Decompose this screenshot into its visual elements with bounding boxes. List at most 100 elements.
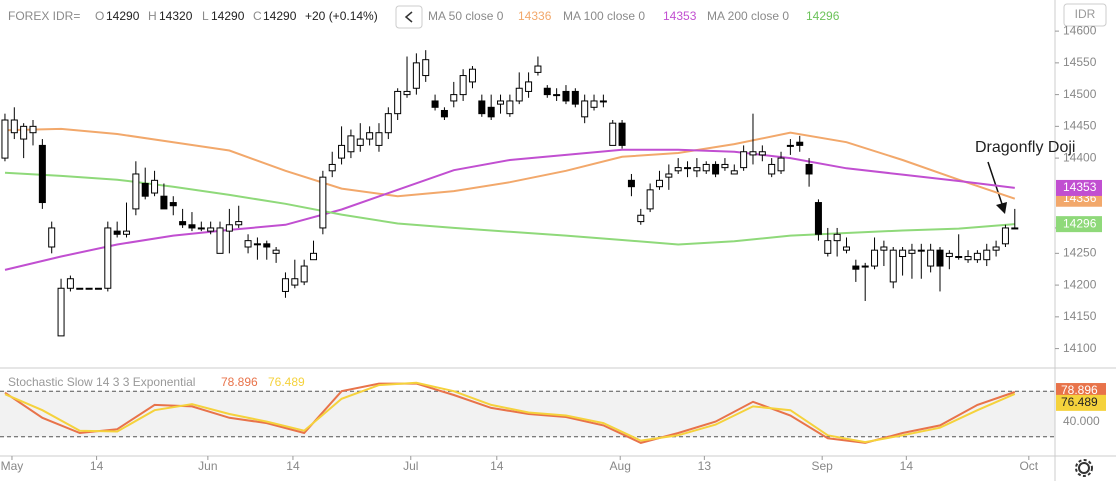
- candle: [777, 151, 785, 174]
- candle: [758, 145, 766, 162]
- candle-body: [459, 75, 467, 96]
- candle: [375, 123, 383, 152]
- x-tick-label: 13: [698, 459, 712, 473]
- currency: IDR: [1075, 7, 1096, 21]
- ma-legend-value: 14336: [518, 9, 552, 23]
- y-tick-label: 14400: [1063, 150, 1097, 164]
- o-label: O: [95, 9, 104, 23]
- candle: [768, 158, 776, 178]
- candle-body: [478, 100, 486, 115]
- candle: [1011, 208, 1019, 230]
- candle-body: [740, 151, 748, 169]
- ma-legend-value: 14296: [806, 9, 840, 23]
- candle: [684, 161, 692, 178]
- y-tick-label: 14450: [1063, 119, 1097, 133]
- candle-body: [57, 287, 65, 337]
- change: +20 (+0.14%): [305, 9, 378, 23]
- x-tick-label: Jul: [403, 459, 418, 473]
- x-tick-label: 14: [490, 459, 504, 473]
- candle-body: [207, 227, 215, 232]
- y-tick-label: 14100: [1063, 341, 1097, 355]
- candle-body: [861, 265, 869, 268]
- x-tick-label: Aug: [610, 459, 631, 473]
- candle: [571, 88, 579, 108]
- candle-body: [506, 100, 514, 115]
- candle-body: [908, 249, 916, 254]
- x-tick-label: Oct: [1019, 459, 1038, 473]
- candle: [693, 158, 701, 178]
- candle-body: [917, 249, 925, 252]
- candle: [917, 243, 925, 279]
- candle: [805, 158, 813, 187]
- candle-body: [38, 144, 46, 204]
- candle-body: [253, 243, 261, 246]
- collapse-button[interactable]: [395, 5, 423, 29]
- candle: [880, 240, 888, 267]
- stoch-tag-label: 78.896: [1061, 383, 1098, 397]
- candle: [852, 259, 860, 282]
- candle: [403, 56, 411, 98]
- candle-body: [992, 246, 1000, 251]
- candle: [338, 126, 346, 165]
- candle: [525, 72, 533, 98]
- candle-body: [609, 122, 617, 146]
- candle-body: [197, 227, 205, 230]
- candle-body: [721, 163, 729, 169]
- ma-line: [4, 127, 1016, 200]
- candle-body: [141, 183, 149, 197]
- x-tick-label: 14: [90, 459, 104, 473]
- stoch-title: Stochastic Slow 14 3 3 Exponential: [8, 375, 195, 389]
- x-tick-label: 14: [900, 459, 914, 473]
- candle-body: [899, 249, 907, 258]
- price-tag-label: 14353: [1063, 180, 1097, 194]
- ma-legend: MA 100 close 0: [563, 9, 645, 23]
- candle-body: [553, 94, 561, 97]
- candle: [281, 272, 289, 298]
- candle-body: [347, 135, 355, 153]
- candle: [169, 196, 177, 216]
- x-tick-label: Sep: [811, 459, 833, 473]
- settings-icon[interactable]: [1075, 459, 1093, 477]
- candle: [1, 113, 9, 162]
- candle-body: [188, 224, 196, 229]
- candle: [478, 94, 486, 117]
- candle-body: [179, 221, 187, 226]
- candle: [197, 221, 205, 232]
- candle: [506, 94, 514, 117]
- currency-button[interactable]: [1063, 3, 1107, 27]
- candle-body: [880, 246, 888, 251]
- candle: [310, 240, 318, 261]
- candle-body: [936, 249, 944, 267]
- candle: [450, 81, 458, 108]
- y-tick-label: 14550: [1063, 55, 1097, 69]
- candle: [861, 262, 869, 301]
- candle: [216, 221, 224, 254]
- candle: [207, 221, 215, 235]
- candle-body: [599, 100, 607, 103]
- candle: [57, 278, 65, 337]
- candle-body: [571, 90, 579, 105]
- candle-body: [422, 59, 430, 77]
- stoch-tick-label: 40.000: [1063, 414, 1100, 428]
- candle-body: [842, 246, 850, 251]
- y-tick-label: 14500: [1063, 87, 1097, 101]
- stoch-legend-value: 76.489: [268, 375, 305, 389]
- candle-body: [562, 90, 570, 102]
- candle: [431, 94, 439, 111]
- candle-body: [272, 249, 280, 254]
- candle: [562, 85, 570, 105]
- stoch-tag-label: 76.489: [1061, 395, 1098, 409]
- h-value: 14320: [159, 9, 193, 23]
- candle-body: [889, 249, 897, 283]
- candle-body: [964, 256, 972, 261]
- candle-body: [20, 125, 28, 140]
- candle-body: [852, 265, 860, 270]
- candle-body: [871, 249, 879, 267]
- candle-body: [132, 173, 140, 210]
- candle: [85, 287, 93, 290]
- candle: [543, 85, 551, 98]
- price-tag: [1056, 179, 1102, 196]
- candle: [964, 250, 972, 263]
- candle-body: [85, 287, 93, 290]
